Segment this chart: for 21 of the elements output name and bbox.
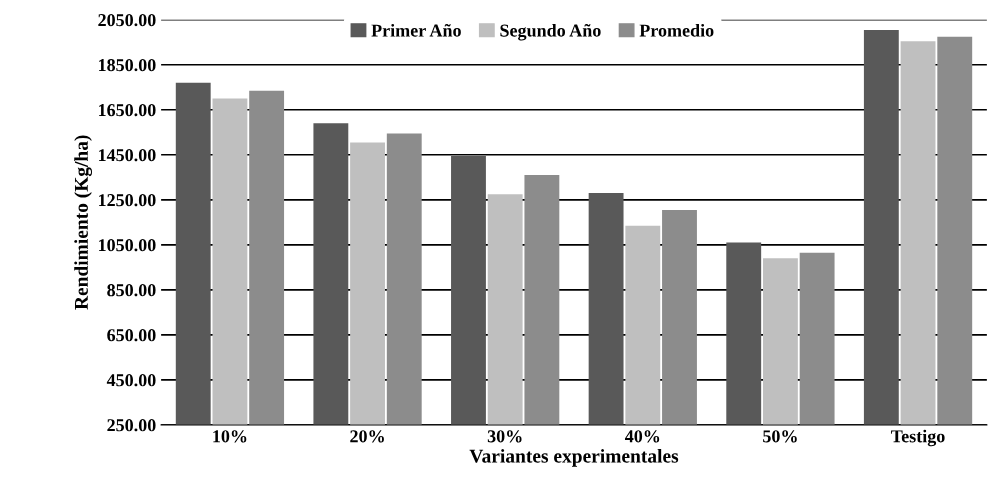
y-tick-label: 1650.00 — [99, 104, 156, 117]
y-tick-label: 250.00 — [107, 419, 156, 432]
x-tick-label: 30% — [487, 430, 522, 443]
y-tick-label: 1050.00 — [99, 239, 156, 252]
y-tick-label: 850.00 — [107, 284, 156, 297]
y-tick-label: 1450.00 — [99, 149, 156, 162]
y-tick-label: 650.00 — [107, 329, 156, 342]
x-tick-label: 10% — [213, 430, 247, 443]
legend-label: Primer Año — [371, 23, 461, 37]
legend-label: Promedio — [639, 23, 714, 37]
y-tick-label: 2050.00 — [98, 14, 156, 27]
y-tick-label: 1250.00 — [99, 194, 156, 207]
y-tick-label: 1850.00 — [99, 59, 156, 72]
x-tick-label: 20% — [350, 430, 384, 443]
x-tick-label: 50% — [763, 430, 797, 443]
x-tick-label: 40% — [624, 430, 660, 443]
x-axis-title: Variantes experimentales — [469, 448, 679, 467]
legend-label: Segundo Año — [500, 23, 601, 41]
y-tick-label: 450.00 — [106, 374, 156, 387]
x-tick-label: Testigo — [891, 429, 945, 447]
y-axis-title: Rendimiento (Kg/ha) — [74, 135, 93, 310]
